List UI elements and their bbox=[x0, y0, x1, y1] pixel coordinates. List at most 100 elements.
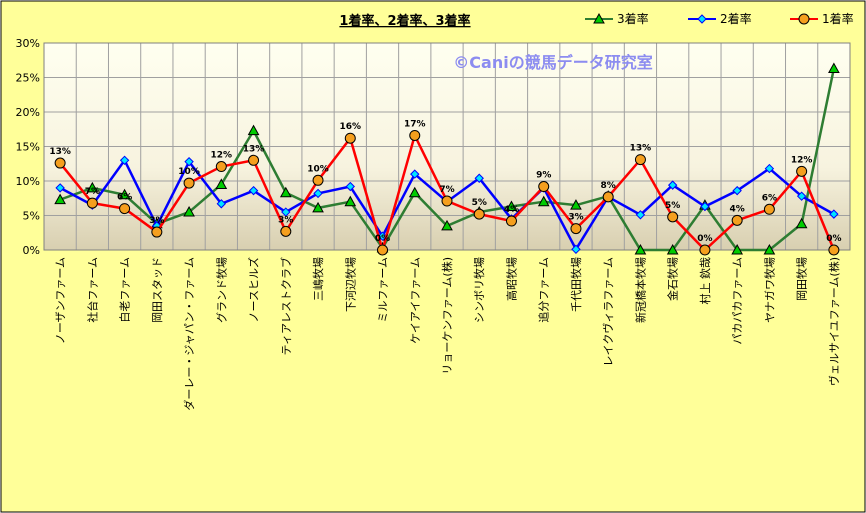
category-label: グランド牧場 bbox=[214, 257, 228, 323]
triangle-marker bbox=[828, 62, 840, 74]
circle-marker bbox=[505, 215, 517, 227]
data-label: 3% bbox=[278, 215, 293, 225]
diamond-marker bbox=[635, 210, 646, 220]
category-label: リョーケンファーム(株) bbox=[440, 257, 454, 375]
legend-label: 1着率 bbox=[822, 11, 854, 26]
data-label: 4% bbox=[504, 205, 519, 215]
category-label: 岡田スタッド bbox=[151, 257, 164, 323]
legend-entry: 3着率 bbox=[585, 11, 649, 26]
triangle-marker bbox=[312, 201, 324, 213]
data-label: 16% bbox=[340, 122, 362, 132]
diamond-marker bbox=[410, 169, 420, 179]
data-label: 3% bbox=[149, 216, 164, 226]
category-label: シンボリ牧場 bbox=[472, 257, 486, 323]
data-label: 7% bbox=[439, 185, 454, 195]
category-label: ケイアイファーム bbox=[409, 257, 422, 344]
triangle-marker bbox=[441, 219, 453, 231]
data-label: 6% bbox=[117, 193, 132, 203]
diamond-marker bbox=[796, 191, 807, 201]
category-label: ヤナガワ牧場 bbox=[762, 257, 776, 323]
plot-border bbox=[43, 42, 851, 251]
circle-marker bbox=[312, 174, 324, 186]
circle-marker bbox=[344, 132, 356, 144]
category-label: ティアレストクラブ bbox=[279, 257, 293, 355]
category-label: ヴェルサイユファーム(株) bbox=[827, 257, 841, 386]
triangle-marker bbox=[666, 243, 679, 255]
diamond-marker bbox=[248, 185, 259, 196]
category-label: 金石牧場 bbox=[666, 257, 680, 301]
data-label: 6% bbox=[762, 193, 777, 203]
triangle-marker bbox=[118, 188, 131, 200]
triangle-marker bbox=[408, 186, 421, 198]
category-label: 千代田牧場 bbox=[569, 257, 583, 312]
category-label: 高昭牧場 bbox=[504, 257, 518, 301]
series-group bbox=[54, 129, 840, 256]
circle-marker bbox=[473, 208, 485, 220]
data-label: 4% bbox=[730, 204, 745, 214]
triangle-marker bbox=[634, 243, 647, 255]
circle-marker bbox=[602, 191, 614, 203]
category-label: ノースヒルズ bbox=[247, 257, 261, 322]
diamond-marker bbox=[732, 185, 742, 196]
legend: 3着率 2着率 1着率 bbox=[585, 11, 854, 26]
category-label: 社台ファーム bbox=[85, 257, 99, 323]
circle-marker bbox=[119, 203, 131, 215]
legend-entry: 1着率 bbox=[790, 11, 854, 26]
circle-marker bbox=[54, 157, 66, 169]
triangle-marker bbox=[183, 206, 195, 217]
circle-marker bbox=[86, 197, 98, 209]
category-label: ダーレー・ジャパン・ファーム bbox=[182, 257, 196, 411]
data-label: 5% bbox=[472, 198, 487, 208]
triangle-marker bbox=[763, 243, 776, 255]
category-label: 下河辺牧場 bbox=[343, 257, 357, 312]
triangle-marker bbox=[593, 12, 605, 24]
data-label: 9% bbox=[536, 171, 551, 181]
data-label: 12% bbox=[211, 151, 233, 161]
watermark: ©Caniの競馬データ研究室 bbox=[453, 53, 652, 72]
data-label: 5% bbox=[665, 201, 680, 211]
circle-marker bbox=[796, 165, 808, 177]
circle-marker bbox=[441, 195, 453, 207]
triangle-marker bbox=[795, 217, 808, 229]
diamond-marker bbox=[281, 207, 291, 217]
triangle-marker bbox=[537, 195, 550, 207]
data-label: 13% bbox=[630, 144, 652, 154]
y-tick-label: 30% bbox=[16, 37, 40, 50]
circle-marker bbox=[248, 154, 260, 166]
y-tick-label: 15% bbox=[16, 141, 40, 154]
diamond-marker bbox=[474, 173, 484, 183]
diamond-marker bbox=[571, 244, 581, 255]
diamond-marker bbox=[377, 231, 388, 241]
circle-marker bbox=[634, 154, 646, 166]
chart-title: 1着率、2着率、3着率 bbox=[339, 13, 470, 29]
y-tick-label: 5% bbox=[23, 210, 40, 223]
circle-marker bbox=[763, 203, 775, 215]
diamond-marker bbox=[667, 180, 678, 190]
triangle-marker bbox=[570, 199, 582, 210]
data-label: 0% bbox=[697, 234, 712, 244]
diamond-marker bbox=[700, 201, 710, 212]
data-label: 10% bbox=[178, 167, 200, 177]
diamond-marker bbox=[216, 199, 227, 209]
triangle-marker bbox=[247, 124, 260, 136]
category-label: 岡田牧場 bbox=[795, 257, 809, 301]
y-tick-label: 0% bbox=[23, 244, 40, 257]
diamond-marker bbox=[313, 188, 323, 199]
circle-marker bbox=[828, 244, 840, 256]
circle-marker bbox=[280, 225, 292, 237]
legend-label: 2着率 bbox=[720, 11, 752, 26]
circle-marker bbox=[215, 161, 227, 173]
diamond-marker bbox=[184, 156, 194, 167]
y-tick-label: 10% bbox=[16, 175, 40, 188]
diamond-marker bbox=[55, 183, 65, 193]
data-label: 7% bbox=[85, 187, 100, 197]
circle-marker bbox=[538, 181, 550, 193]
category-label: 新冠橋本牧場 bbox=[633, 257, 647, 323]
circle-marker bbox=[151, 226, 163, 238]
y-tick-label: 25% bbox=[16, 72, 40, 85]
data-label: 3% bbox=[568, 213, 583, 223]
circle-marker bbox=[570, 223, 582, 235]
circle-marker bbox=[409, 129, 421, 141]
